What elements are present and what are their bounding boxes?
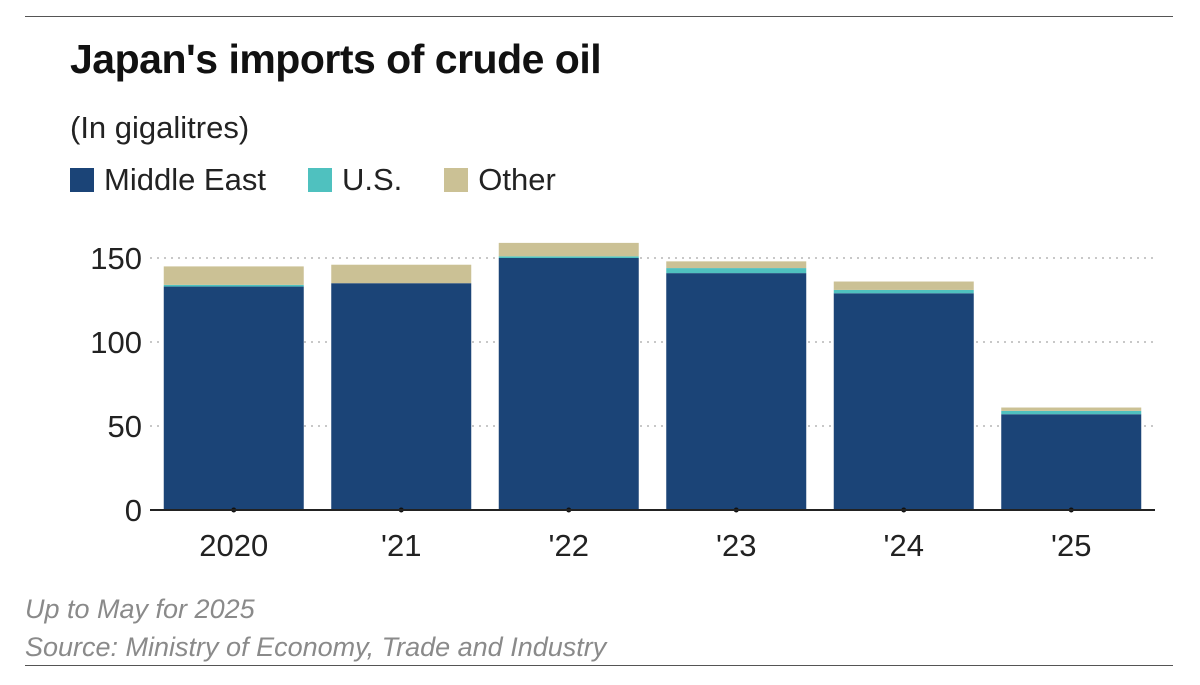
x-tick-label: '22	[549, 528, 589, 563]
chart-notes: Up to May for 2025 Source: Ministry of E…	[25, 590, 606, 666]
chart-title: Japan's imports of crude oil	[70, 36, 602, 82]
legend-label-other: Other	[478, 162, 556, 197]
legend: Middle East U.S. Other	[70, 160, 598, 200]
legend-swatch-other	[444, 168, 469, 192]
legend-item-other: Other	[444, 162, 556, 198]
bar-us	[163, 284, 304, 287]
top-rule	[25, 16, 1173, 17]
bar-middle-east	[1001, 414, 1142, 510]
chart-subtitle: (In gigalitres)	[70, 110, 250, 145]
bar-us	[666, 268, 807, 274]
bar-middle-east	[331, 283, 472, 510]
bottom-rule	[25, 665, 1173, 666]
bar-us	[1001, 410, 1142, 415]
bar-other	[498, 242, 639, 257]
bar-us	[833, 289, 974, 294]
legend-item-middle-east: Middle East	[70, 162, 266, 198]
x-tick-label: '21	[381, 528, 421, 563]
y-tick-label: 150	[90, 241, 142, 276]
source-note: Source: Ministry of Economy, Trade and I…	[25, 632, 607, 662]
footnote: Up to May for 2025	[25, 594, 255, 624]
y-tick-label: 100	[90, 325, 142, 360]
bar-middle-east	[498, 258, 639, 510]
x-tick-label: '25	[1051, 528, 1091, 563]
x-tick-label: '24	[884, 528, 924, 563]
legend-item-us: U.S.	[307, 162, 403, 198]
bar-middle-east	[163, 286, 304, 510]
bar-other	[833, 281, 974, 290]
bar-other	[1001, 407, 1142, 411]
bar-other	[666, 261, 807, 269]
bar-other	[331, 264, 472, 284]
bar-other	[163, 266, 304, 285]
stacked-bar-chart: 0 50 100 150 2020 '21 '22 '23 '24 '25	[90, 241, 1155, 563]
bar-middle-east	[833, 293, 974, 510]
legend-swatch-middle-east	[70, 168, 94, 192]
y-tick-label: 0	[125, 493, 142, 528]
legend-swatch-us	[307, 168, 332, 192]
legend-label-us: U.S.	[341, 162, 403, 197]
legend-label-middle-east: Middle East	[104, 162, 266, 197]
bar-middle-east	[666, 273, 807, 510]
y-tick-label: 50	[108, 409, 142, 444]
x-tick-label: '23	[716, 528, 756, 563]
bar-us	[498, 256, 639, 258]
x-tick-label: 2020	[199, 528, 268, 563]
